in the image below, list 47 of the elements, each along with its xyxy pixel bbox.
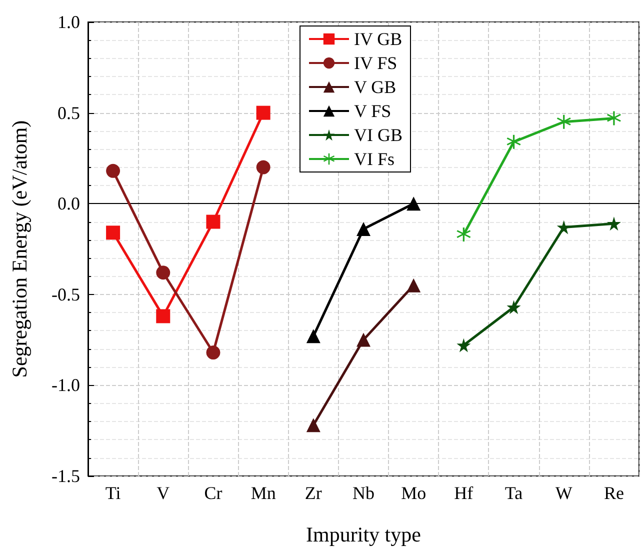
point bbox=[206, 214, 220, 229]
x-tick-label: Cr bbox=[204, 483, 222, 503]
point bbox=[106, 164, 120, 178]
y-tick-label: 0.5 bbox=[58, 102, 80, 123]
y-tick-label: -1.0 bbox=[52, 375, 80, 396]
point bbox=[406, 196, 421, 211]
x-tick-label: Nb bbox=[352, 483, 374, 503]
point bbox=[356, 332, 370, 347]
point bbox=[506, 300, 521, 314]
legend-label: VI GB bbox=[354, 125, 402, 145]
x-tick-label: Mo bbox=[401, 483, 426, 503]
point bbox=[156, 266, 170, 280]
point bbox=[556, 220, 571, 234]
point bbox=[406, 278, 421, 292]
point bbox=[606, 111, 621, 126]
y-tick-label: 1.0 bbox=[58, 12, 80, 32]
legend-label: V GB bbox=[354, 77, 396, 97]
x-tick-label: Mn bbox=[250, 483, 276, 503]
point bbox=[206, 346, 220, 360]
x-tick-label: Hf bbox=[454, 483, 474, 503]
point bbox=[106, 226, 120, 240]
legend-label: IV FS bbox=[354, 53, 398, 73]
x-tick-label: Ta bbox=[504, 483, 523, 503]
y-tick-label: -0.5 bbox=[52, 284, 80, 304]
point bbox=[256, 160, 270, 174]
point bbox=[306, 329, 320, 344]
x-axis-title: Impurity type bbox=[306, 522, 421, 546]
point bbox=[556, 114, 571, 129]
legend-label: V FS bbox=[354, 101, 392, 121]
point bbox=[506, 134, 521, 149]
y-tick-label: 0.0 bbox=[58, 194, 80, 214]
y-tick-label: -1.5 bbox=[52, 466, 80, 486]
point bbox=[456, 227, 471, 242]
point bbox=[356, 222, 370, 236]
x-tick-label: W bbox=[555, 483, 572, 503]
x-tick-label: Zr bbox=[304, 483, 322, 503]
x-tick-label: Re bbox=[604, 483, 624, 503]
point bbox=[256, 106, 270, 120]
point bbox=[306, 418, 320, 432]
y-axis-title: Segregation Energy (eV/atom) bbox=[8, 120, 32, 378]
legend-label: VI Fs bbox=[354, 149, 395, 169]
legend-label: IV GB bbox=[354, 29, 402, 49]
x-tick-label: Ti bbox=[105, 483, 121, 503]
point bbox=[456, 338, 471, 352]
point bbox=[156, 309, 170, 324]
x-tick-label: V bbox=[156, 483, 170, 503]
point bbox=[606, 216, 621, 231]
